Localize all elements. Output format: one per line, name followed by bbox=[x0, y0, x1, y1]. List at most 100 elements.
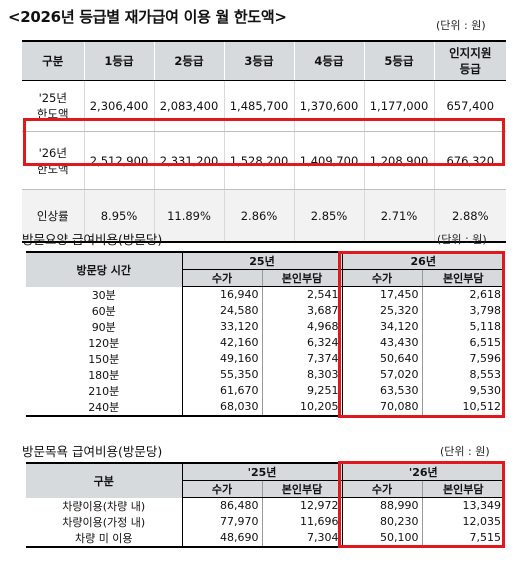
cell: 55,350 bbox=[181, 366, 262, 383]
grade-limit-table: 구분 1등급 2등급 3등급 4등급 5등급 인지지원 등급 '25년 한도액 2… bbox=[22, 40, 506, 243]
cell: 48,690 bbox=[181, 529, 262, 548]
cell: 50,100 bbox=[341, 529, 423, 548]
cell: 2.85% bbox=[293, 189, 364, 243]
row-label: 인상률 bbox=[22, 189, 84, 243]
row-label: '26년 한도액 bbox=[22, 131, 84, 190]
table-row: 90분 33,120 4,968 34,120 5,118 bbox=[26, 318, 504, 335]
cell: 9,251 bbox=[261, 382, 342, 399]
header-fee-26: 수가 bbox=[341, 269, 422, 287]
cell: 10,205 bbox=[261, 398, 342, 417]
table-row: 240분 68,030 10,205 70,080 10,512 bbox=[26, 398, 504, 417]
row-label: 30분 bbox=[91, 288, 116, 302]
cell: 34,120 bbox=[341, 318, 422, 335]
cell: 3,687 bbox=[261, 302, 342, 319]
cell: 17,450 bbox=[341, 286, 422, 303]
header-fee-25: 수가 bbox=[181, 269, 262, 287]
header-category: 구분 bbox=[22, 40, 84, 81]
row-label: 210분 bbox=[88, 384, 120, 398]
cell: 4,968 bbox=[261, 318, 342, 335]
table-row: 차량이용(차량 내) 86,480 12,972 88,990 13,349 bbox=[26, 497, 505, 514]
cell: 8,553 bbox=[421, 366, 504, 383]
cell: 11.89% bbox=[153, 189, 224, 243]
header-year-26: 26년 bbox=[341, 251, 504, 270]
row-label: 120분 bbox=[88, 336, 120, 350]
cell: 1,409,700 bbox=[293, 131, 364, 190]
cell: 11,696 bbox=[261, 513, 343, 530]
cell: 13,349 bbox=[421, 497, 505, 514]
header-copay-25: 본인부담 bbox=[261, 269, 342, 287]
cell: 77,970 bbox=[181, 513, 262, 530]
cell: 1,177,000 bbox=[363, 80, 434, 132]
table-row-increase-rate: 인상률 8.95% 11.89% 2.86% 2.85% 2.71% 2.88% bbox=[22, 189, 506, 243]
cell: 12,035 bbox=[421, 513, 505, 530]
visit-bath-table: 구분 '25년 '26년 수가 본인부담 수가 본인부담 차량이용(차량 내) 8… bbox=[26, 462, 505, 548]
header-fee-26: 수가 bbox=[341, 480, 423, 498]
cell: 7,374 bbox=[261, 350, 342, 367]
header-year-26: '26년 bbox=[341, 462, 505, 481]
cell: 2,618 bbox=[421, 286, 504, 303]
row-label: 차량 미 이용 bbox=[26, 529, 182, 548]
table-row: 60분 24,580 3,687 25,320 3,798 bbox=[26, 302, 504, 319]
cell: 8.95% bbox=[83, 189, 154, 243]
table-row: 150분 49,160 7,374 50,640 7,596 bbox=[26, 350, 504, 367]
row-label: 60분 bbox=[91, 304, 116, 318]
cell: 1,208,900 bbox=[363, 131, 434, 190]
visit-care-title: 방문요양 급여비용(방문당) bbox=[22, 232, 163, 247]
cell: 2,306,400 bbox=[83, 80, 154, 132]
cell: 12,972 bbox=[261, 497, 343, 514]
row-label: 150분 bbox=[88, 352, 120, 366]
cell: 7,515 bbox=[421, 529, 505, 548]
table-row: 210분 61,670 9,251 63,530 9,530 bbox=[26, 382, 504, 399]
row-label: 180분 bbox=[88, 368, 120, 382]
header-cognitive-support: 인지지원 등급 bbox=[433, 40, 506, 81]
unit-label-visit-bath: (단위 : 원) bbox=[440, 445, 490, 458]
row-label: 240분 bbox=[26, 398, 182, 417]
page-title: <2026년 등급별 재가급여 이용 월 한도액> bbox=[8, 8, 287, 26]
cell: 1,485,700 bbox=[223, 80, 294, 132]
cell: 80,230 bbox=[341, 513, 423, 530]
header-grade-4: 4등급 bbox=[293, 40, 364, 81]
header-copay-26: 본인부담 bbox=[421, 269, 504, 287]
cell: 2,541 bbox=[261, 286, 342, 303]
row-label: 차량이용(차량 내) bbox=[62, 499, 146, 513]
cell: 2,331,200 bbox=[153, 131, 224, 190]
cell: 25,320 bbox=[341, 302, 422, 319]
row-label: '25년 한도액 bbox=[22, 80, 84, 132]
cell: 63,530 bbox=[341, 382, 422, 399]
cell: 5,118 bbox=[421, 318, 504, 335]
cell: 43,430 bbox=[341, 334, 422, 351]
header-grade-1: 1등급 bbox=[83, 40, 154, 81]
table-row: 120분 42,160 6,324 43,430 6,515 bbox=[26, 334, 504, 351]
row-label: 차량이용(가정 내) bbox=[62, 515, 146, 529]
cell: 68,030 bbox=[181, 398, 262, 417]
cell: 676,320 bbox=[433, 131, 506, 190]
header-category: 구분 bbox=[26, 462, 182, 498]
header-grade-2: 2등급 bbox=[153, 40, 224, 81]
cell: 1,528,200 bbox=[223, 131, 294, 190]
cell: 50,640 bbox=[341, 350, 422, 367]
header-visit-time: 방문당 시간 bbox=[26, 251, 182, 287]
table-row: 차량 미 이용 48,690 7,304 50,100 7,515 bbox=[26, 529, 505, 548]
header-copay-26: 본인부담 bbox=[421, 480, 505, 498]
header-grade-3: 3등급 bbox=[223, 40, 294, 81]
cell: 24,580 bbox=[181, 302, 262, 319]
cell: 2.71% bbox=[363, 189, 434, 243]
cell: 7,304 bbox=[261, 529, 343, 548]
table-row: 차량이용(가정 내) 77,970 11,696 80,230 12,035 bbox=[26, 513, 505, 530]
cell: 33,120 bbox=[181, 318, 262, 335]
cell: 657,400 bbox=[433, 80, 506, 132]
cell: 2.86% bbox=[223, 189, 294, 243]
cell: 7,596 bbox=[421, 350, 504, 367]
cell: 70,080 bbox=[341, 398, 422, 417]
table-row: 30분 16,940 2,541 17,450 2,618 bbox=[26, 286, 504, 303]
visit-bath-title: 방문목욕 급여비용(방문당) bbox=[22, 444, 163, 459]
cell: 42,160 bbox=[181, 334, 262, 351]
cell: 10,512 bbox=[421, 398, 504, 417]
header-year-25: '25년 bbox=[181, 462, 343, 481]
unit-label-visit-care: (단위 : 원) bbox=[437, 233, 487, 246]
header-fee-25: 수가 bbox=[181, 480, 262, 498]
cell: 2,083,400 bbox=[153, 80, 224, 132]
header-year-25: 25년 bbox=[181, 251, 342, 270]
table-row-26-limit: '26년 한도액 2,512,900 2,331,200 1,528,200 1,… bbox=[22, 131, 506, 190]
table-row: 180분 55,350 8,303 57,020 8,553 bbox=[26, 366, 504, 383]
